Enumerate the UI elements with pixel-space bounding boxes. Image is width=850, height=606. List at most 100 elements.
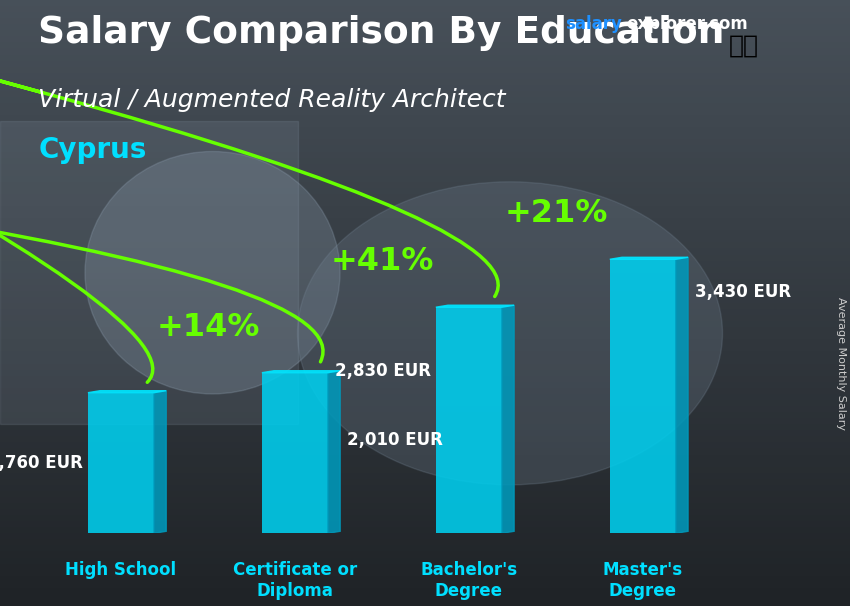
Text: Certificate or
Diploma: Certificate or Diploma [233, 561, 357, 600]
Polygon shape [502, 305, 514, 533]
Bar [0, 309, 850, 315]
Bar [0, 12, 850, 18]
Bar [0, 79, 850, 85]
Bar [0, 430, 850, 436]
Text: 3,430 EUR: 3,430 EUR [695, 283, 791, 301]
Bar [0, 358, 850, 364]
Bar [0, 285, 850, 291]
Bar [0, 115, 850, 121]
Bar [0, 224, 850, 230]
Polygon shape [262, 371, 340, 373]
Bar [0, 279, 850, 285]
Text: Salary Comparison By Education: Salary Comparison By Education [38, 15, 724, 51]
Text: Average Monthly Salary: Average Monthly Salary [836, 297, 846, 430]
Bar [0, 230, 850, 236]
Bar [0, 376, 850, 382]
Bar [0, 406, 850, 412]
Bar [0, 364, 850, 370]
Bar [0, 152, 850, 158]
Bar [0, 91, 850, 97]
Bar [0, 461, 850, 467]
Bar [0, 594, 850, 600]
Bar [0, 479, 850, 485]
Polygon shape [436, 305, 514, 307]
Bar [0, 255, 850, 261]
Text: salary: salary [565, 15, 622, 33]
Bar [0, 6, 850, 12]
Text: 1,760 EUR: 1,760 EUR [0, 454, 82, 472]
Polygon shape [328, 371, 340, 533]
Bar [0, 139, 850, 145]
Bar [0, 339, 850, 345]
Bar [0, 248, 850, 255]
Bar [0, 388, 850, 394]
Bar [0, 527, 850, 533]
Bar [0, 218, 850, 224]
Bar [0, 600, 850, 606]
Bar [0, 503, 850, 509]
Bar [0, 515, 850, 521]
Bar [0, 236, 850, 242]
Bar [0, 188, 850, 194]
Bar [0, 448, 850, 454]
Bar [0, 412, 850, 418]
Bar [0, 394, 850, 400]
Bar [0, 182, 850, 188]
Bar [0, 424, 850, 430]
Bar [0, 564, 850, 570]
Ellipse shape [85, 152, 340, 394]
Bar [0, 121, 298, 424]
Bar [0, 212, 850, 218]
Bar [0, 400, 850, 406]
Bar [0, 36, 850, 42]
Bar [0, 164, 850, 170]
Bar [0, 345, 850, 351]
Ellipse shape [298, 182, 722, 485]
Bar [0, 497, 850, 503]
Bar [0, 206, 850, 212]
Bar [0, 109, 850, 115]
Bar [0, 509, 850, 515]
Text: 2,010 EUR: 2,010 EUR [347, 431, 443, 449]
Bar [609, 259, 676, 533]
Bar [0, 121, 850, 127]
Text: explorer.com: explorer.com [626, 15, 748, 33]
Polygon shape [676, 258, 688, 533]
Bar [262, 373, 328, 533]
Bar [0, 85, 850, 91]
Bar [0, 576, 850, 582]
Bar [0, 133, 850, 139]
Bar [0, 351, 850, 358]
Bar [0, 321, 850, 327]
Bar [0, 42, 850, 48]
Bar [0, 267, 850, 273]
Bar [0, 454, 850, 461]
Bar [0, 176, 850, 182]
Bar [0, 491, 850, 497]
Bar [0, 30, 850, 36]
Text: High School: High School [65, 561, 177, 579]
Bar [0, 158, 850, 164]
Text: Master's
Degree: Master's Degree [603, 561, 683, 600]
Bar [0, 327, 850, 333]
Bar [0, 55, 850, 61]
Bar [0, 485, 850, 491]
Bar [0, 436, 850, 442]
Bar [436, 307, 502, 533]
Bar [0, 315, 850, 321]
Bar [0, 97, 850, 103]
Bar [0, 570, 850, 576]
Bar [0, 442, 850, 448]
Bar [0, 18, 850, 24]
Text: +41%: +41% [330, 246, 434, 278]
Bar [0, 588, 850, 594]
Bar [0, 194, 850, 200]
Bar [0, 558, 850, 564]
Text: 🇨🇾: 🇨🇾 [728, 33, 759, 58]
Bar [0, 521, 850, 527]
Bar [0, 24, 850, 30]
Polygon shape [609, 258, 688, 259]
Bar [0, 273, 850, 279]
Bar [0, 539, 850, 545]
Bar [0, 200, 850, 206]
